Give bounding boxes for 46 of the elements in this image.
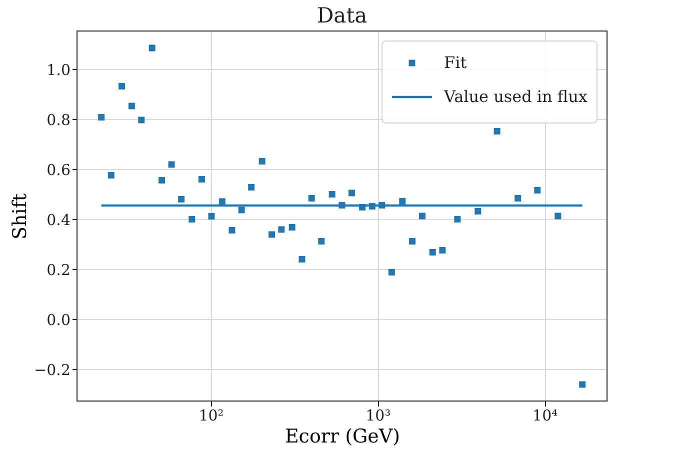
point [429,249,436,256]
point [318,238,325,244]
point [158,177,166,184]
point [178,196,185,202]
point [198,176,205,182]
point [418,212,426,220]
y-tick-label: −0.2 [34,360,70,379]
point [118,83,126,90]
x-axis-title: Ecorr (GeV) [284,426,400,448]
point [328,191,336,198]
point [98,114,105,120]
point [248,184,255,190]
y-tick-label: 1.0 [46,60,70,79]
point [348,190,355,196]
point [268,231,276,238]
point [298,256,306,262]
point [138,116,145,124]
x-tick-label: 10² [198,406,224,424]
point [128,102,135,110]
legend-label: Fit [444,53,468,72]
legend-label: Value used in flux [443,87,588,106]
y-tick-label: 0.2 [46,260,70,279]
point [168,161,175,168]
point [238,206,245,214]
y-tick-label: 0.6 [46,160,70,179]
point [278,226,285,233]
point [218,198,226,205]
x-tick-label: 10³ [366,406,391,424]
point [388,269,395,276]
point [148,44,156,52]
point [258,158,266,164]
y-tick-label: 0.0 [46,310,70,329]
chart-title: Data [316,4,368,28]
point [439,247,446,254]
point [228,227,236,234]
y-tick-label: 0.4 [46,210,70,229]
y-axis-title: Shift [9,193,32,240]
point [208,213,215,220]
x-tick-label: 10⁴ [532,406,558,424]
point [188,216,196,222]
point [409,238,416,244]
point [108,172,114,178]
point [288,224,296,230]
point [308,195,315,202]
y-tick-label: 0.8 [46,110,70,129]
point [399,198,406,204]
